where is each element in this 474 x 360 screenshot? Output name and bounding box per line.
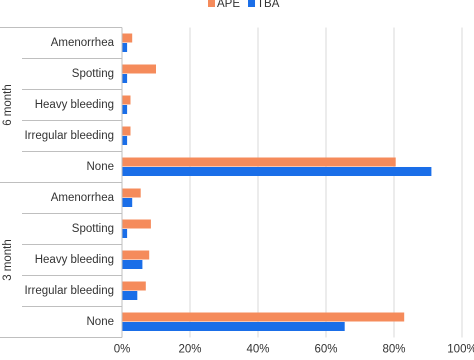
bar xyxy=(122,229,128,238)
bar xyxy=(122,312,405,322)
bar xyxy=(122,136,128,145)
bar xyxy=(122,260,143,269)
x-tick-label: 0% xyxy=(114,344,131,355)
group-label: 6 month xyxy=(2,84,14,126)
bar xyxy=(122,291,138,300)
y-tick-label: None xyxy=(87,161,115,173)
bar xyxy=(122,105,128,114)
y-tick-label: Amenorrhea xyxy=(51,192,115,204)
bar xyxy=(122,74,128,83)
bar xyxy=(122,167,432,176)
bar xyxy=(122,126,131,136)
legend-swatch xyxy=(248,0,256,7)
bar xyxy=(122,33,133,43)
x-tick-label: 20% xyxy=(178,344,201,355)
legend-label: TBA xyxy=(257,0,280,10)
x-tick-label: 60% xyxy=(314,344,337,355)
group-label: 3 month xyxy=(2,239,14,281)
y-tick-label: None xyxy=(87,316,115,328)
bar xyxy=(122,219,151,229)
y-tick-label: Spotting xyxy=(72,68,114,80)
y-tick-label: Heavy bleeding xyxy=(35,99,114,111)
x-tick-label: 80% xyxy=(382,344,405,355)
x-tick-label: 40% xyxy=(246,344,269,355)
bar xyxy=(122,250,150,260)
y-tick-label: Amenorrhea xyxy=(51,37,115,49)
bar xyxy=(122,157,396,167)
bar xyxy=(122,188,141,198)
y-tick-label: Irregular bleeding xyxy=(24,285,114,297)
bar xyxy=(122,43,128,52)
y-tick-label: Heavy bleeding xyxy=(35,254,114,266)
x-tick-label: 100% xyxy=(447,344,474,355)
bar xyxy=(122,281,146,291)
y-tick-label: Irregular bleeding xyxy=(24,130,114,142)
bar xyxy=(122,95,131,105)
bar xyxy=(122,64,156,74)
y-tick-label: Spotting xyxy=(72,223,114,235)
bar xyxy=(122,198,133,207)
legend-swatch xyxy=(208,0,215,7)
legend-label: APE xyxy=(217,0,240,10)
bar xyxy=(122,322,345,331)
